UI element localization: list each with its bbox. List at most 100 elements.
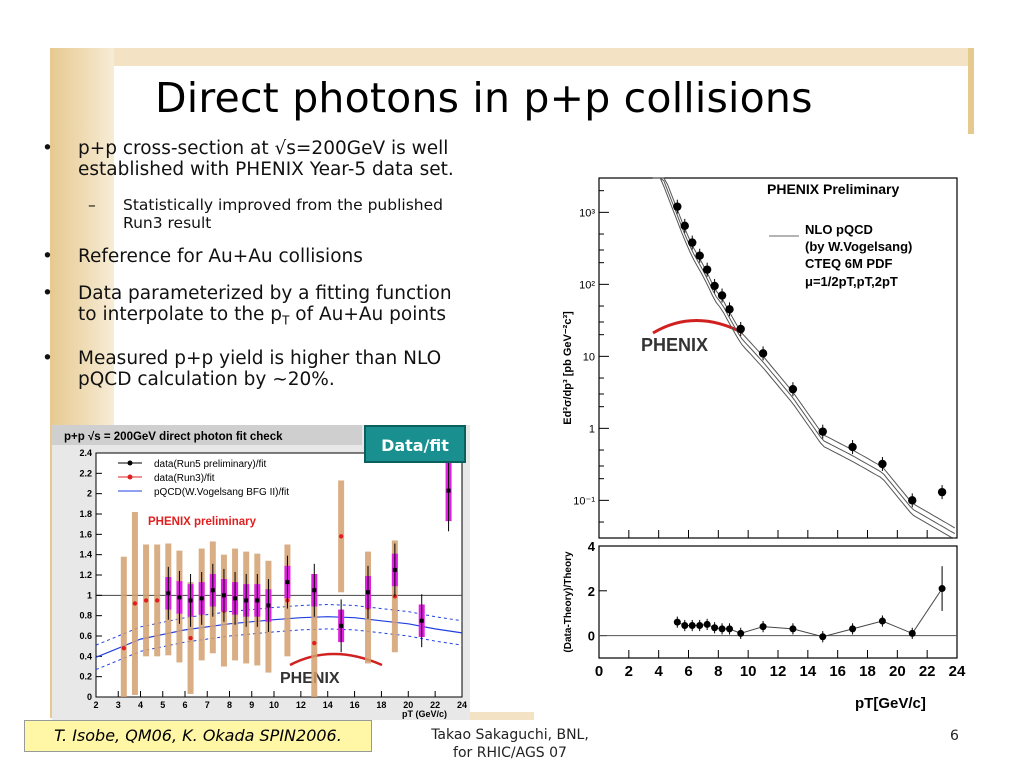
run3-point <box>312 640 317 646</box>
footer-author: Takao Sakaguchi, BNL, for RHIC/AGS 07 <box>395 726 625 762</box>
x-tick-label: 20 <box>889 663 906 680</box>
sub-bullet-text: Run3 result <box>123 214 212 232</box>
bullet-marker: • <box>42 347 53 369</box>
y-axis-label: Ed³σ/dp³ [pb GeV⁻²c³] <box>562 311 574 425</box>
y-tick-label-ratio: 2 <box>588 584 595 599</box>
data-point <box>788 384 798 394</box>
bullet-item: • Reference for Au+Au collisions <box>40 246 530 267</box>
x-tick-label: 0 <box>595 663 603 680</box>
y-tick-label: 1.6 <box>79 529 92 539</box>
y-tick-label: 10² <box>579 279 595 291</box>
ratio-point <box>688 622 696 630</box>
x-tick-label: 4 <box>654 663 663 680</box>
run5-point <box>221 593 226 598</box>
run5-point <box>233 596 238 601</box>
chart-annotation: PHENIX preliminary <box>148 516 257 528</box>
legend-entry: data(Run3)/fit <box>154 473 215 484</box>
data-point <box>688 238 697 247</box>
cross-section-chart: PHENIX Preliminary NLO pQCD (by W.Vogels… <box>555 168 970 718</box>
x-tick-label: 7 <box>205 700 210 710</box>
run5-point <box>188 598 193 603</box>
bullet-text: Data parameterized by a fitting function <box>78 283 452 304</box>
chart-title-band <box>52 425 362 445</box>
legend-entry: data(Run5 preliminary)/fit <box>154 459 266 470</box>
legend-marker-run3 <box>127 474 133 480</box>
page-number: 6 <box>950 728 959 744</box>
x-axis-label: pT[GeV/c] <box>855 695 926 712</box>
x-tick-label: 6 <box>684 663 692 680</box>
y-tick-label: 0.6 <box>79 631 92 641</box>
ratio-point <box>938 585 946 593</box>
logo-text: PHENIX <box>641 335 708 355</box>
fit-check-plot: 0 0.2 0.4 0.6 0.8 1 1.2 1.4 1.6 1.8 2 2.2 2.4 2 3 4 5 6 7 8… <box>79 448 467 710</box>
bullet-marker: • <box>42 283 53 304</box>
y-tick-label: 10 <box>583 351 595 363</box>
logo-background <box>276 653 396 691</box>
logo-arc <box>289 652 383 667</box>
theory-curve <box>652 177 956 535</box>
x-tick-label: 16 <box>829 663 846 680</box>
bullet-item: • Measured p+p yield is higher than NLO … <box>40 348 530 390</box>
x-tick-label: 16 <box>350 700 360 710</box>
x-tick-label: 14 <box>323 700 333 710</box>
run3-point <box>143 598 149 603</box>
ratio-point <box>849 625 857 633</box>
x-tick-label: 24 <box>949 663 966 680</box>
data-point <box>680 221 689 231</box>
y-tick-label: 10⁻¹ <box>573 495 595 507</box>
bullet-subscript: T <box>282 313 290 328</box>
x-tick-label: 5 <box>160 700 165 710</box>
y-tick-label-ratio: 4 <box>588 539 596 554</box>
run5-point <box>312 588 317 593</box>
y-tick-label: 1 <box>87 590 92 600</box>
x-tick-label: 12 <box>770 663 787 680</box>
x-tick-label: 2 <box>625 663 633 680</box>
bullet-text: Measured p+p yield is higher than NLO <box>78 347 442 369</box>
data-point <box>695 251 704 260</box>
bullet-item: • Data parameterized by a fitting functi… <box>40 283 530 332</box>
ratio-point <box>878 617 886 625</box>
sub-bullet-marker: – <box>88 196 96 214</box>
x-tick-label: 6 <box>182 700 187 710</box>
citation-box: T. Isobe, QM06, K. Okada SPIN2006. <box>24 720 372 752</box>
run5-point <box>446 488 451 493</box>
data-point <box>673 202 682 211</box>
data-point <box>848 442 857 452</box>
bullet-item: • p+p cross-section at √s=200GeV is well… <box>40 138 530 180</box>
legend-entry: μ=1/2pT,pT,2pT <box>805 274 898 289</box>
run3-point <box>338 534 344 539</box>
slide-title: Direct photons in p+p collisions <box>155 74 813 122</box>
legend-marker-run5 <box>127 460 133 466</box>
bullet-text: established with PHENIX Year-5 data set. <box>78 159 454 180</box>
x-tick-label: 18 <box>376 700 386 710</box>
ratio-point <box>789 625 797 633</box>
run5-point <box>244 598 249 603</box>
logo-arc <box>652 319 744 335</box>
logo-text: PHENIX <box>280 670 340 687</box>
phenix-logo: PHENIX <box>276 652 396 691</box>
ratio-point <box>737 629 745 637</box>
x-tick-label: 22 <box>919 663 936 680</box>
x-tick-label: 18 <box>859 663 876 680</box>
run3-point <box>188 635 193 641</box>
run3-error-band <box>120 556 127 697</box>
ratio-point <box>726 625 734 633</box>
data-point <box>908 496 917 505</box>
ratio-point <box>718 625 726 633</box>
y-tick-label: 2.2 <box>79 468 92 478</box>
x-tick-label: 8 <box>714 663 722 680</box>
x-tick-label: 8 <box>227 700 232 710</box>
run5-point <box>177 595 182 600</box>
legend-entry: (by W.Vogelsang) <box>805 239 912 254</box>
data-point <box>717 291 727 300</box>
ratio-point <box>673 618 681 626</box>
run5-point <box>255 598 260 603</box>
ratio-point <box>696 622 704 630</box>
theory-curve <box>652 177 955 539</box>
ratio-point <box>711 624 719 632</box>
theory-curve <box>652 177 956 529</box>
data-point <box>736 324 745 334</box>
title-panel <box>114 66 974 136</box>
bullet-text-part: to interpolate to the p <box>78 304 283 325</box>
